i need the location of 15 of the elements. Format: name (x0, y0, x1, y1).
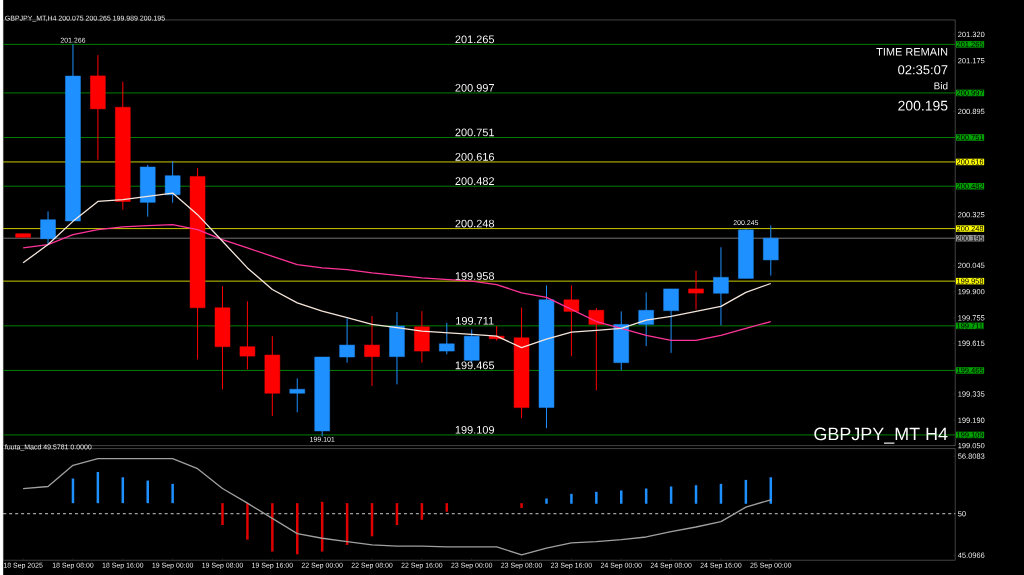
text: 200.195 (898, 100, 948, 111)
annotation: 199.958 (455, 272, 495, 280)
annotation: 200.751 (455, 128, 494, 137)
annotation: 200.248 (455, 219, 495, 228)
annotation: 199.711 (456, 316, 494, 325)
annotation: 199.465 (455, 361, 495, 370)
text: TIME REMAIN (876, 47, 948, 56)
annotation: 200.616 (455, 152, 495, 161)
annotation: 199.109 (455, 425, 495, 434)
text: Bid (934, 81, 948, 90)
annotation: 201.265 (455, 35, 495, 44)
text: GBPJPY_MT H4 (814, 427, 948, 444)
annotation: 200.482 (455, 177, 494, 185)
text: 02:35:07 (898, 65, 948, 75)
annotation: 200.997 (455, 83, 494, 92)
